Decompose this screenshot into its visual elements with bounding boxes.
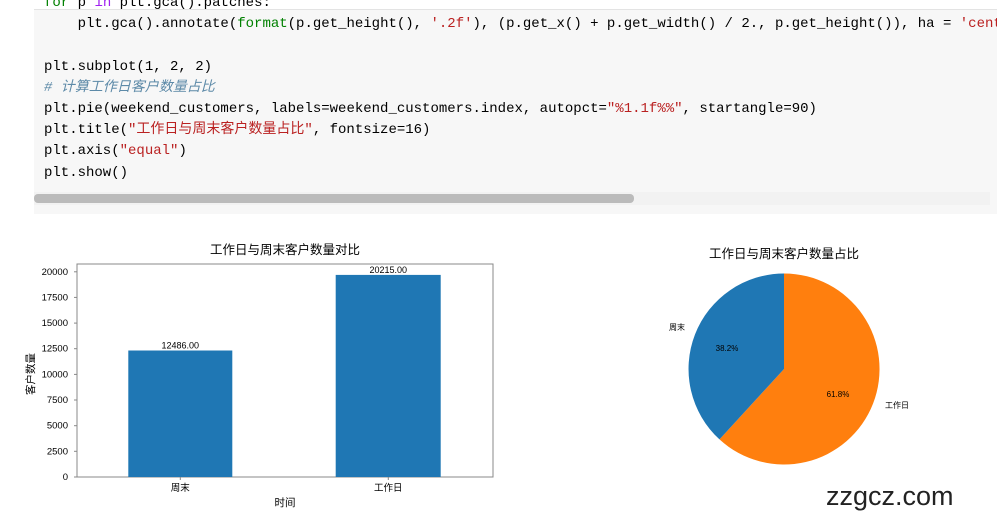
svg-text:61.8%: 61.8% bbox=[827, 390, 850, 399]
svg-text:38.2%: 38.2% bbox=[716, 344, 739, 353]
svg-text:工作日与周末客户数量占比: 工作日与周末客户数量占比 bbox=[709, 246, 859, 261]
svg-text:周末: 周末 bbox=[669, 322, 685, 332]
svg-text:工作日: 工作日 bbox=[885, 400, 909, 410]
